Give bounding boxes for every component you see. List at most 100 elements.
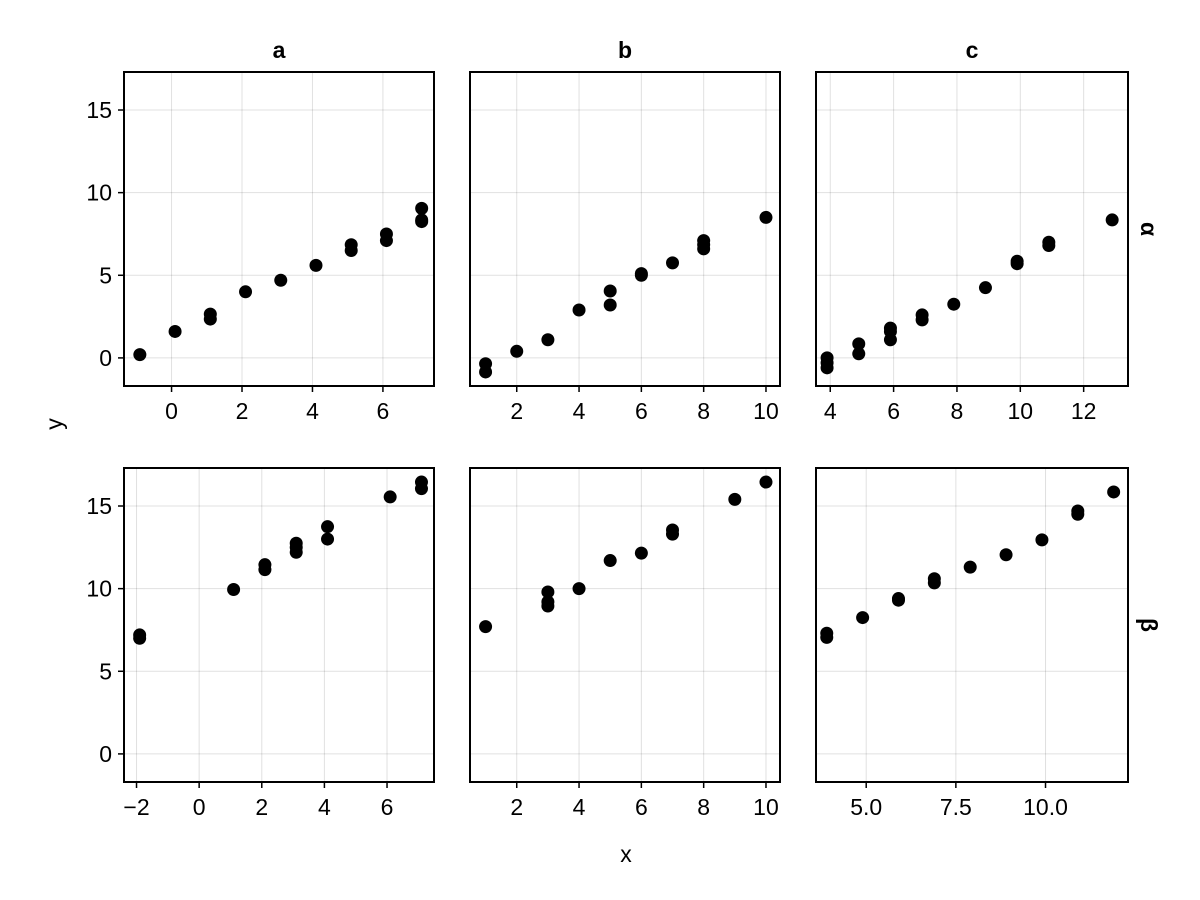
- y-tick-label: 0: [99, 741, 112, 767]
- panel-frame: [815, 71, 1129, 387]
- data-point: [258, 558, 272, 572]
- data-point: [133, 628, 147, 642]
- x-tick-label: 4: [573, 794, 586, 820]
- data-point: [479, 620, 493, 634]
- data-point: [321, 532, 335, 546]
- data-point: [1105, 213, 1119, 227]
- data-point: [759, 475, 773, 489]
- y-tick-label: 5: [99, 658, 112, 684]
- data-point: [603, 554, 617, 568]
- row-title-alpha: α: [1136, 222, 1162, 236]
- data-point: [883, 321, 897, 335]
- data-point: [274, 273, 288, 287]
- data-point: [239, 285, 253, 299]
- data-point: [415, 213, 429, 227]
- x-tick-label: 10.0: [1023, 794, 1068, 820]
- data-point: [289, 536, 303, 550]
- y-tick-label: 0: [99, 345, 112, 371]
- data-point: [978, 281, 992, 295]
- data-point: [133, 348, 147, 362]
- x-tick-label: 5.0: [850, 794, 882, 820]
- data-point: [852, 347, 866, 361]
- data-point: [634, 546, 648, 560]
- x-tick-label: 8: [951, 398, 964, 424]
- x-tick-label: 10: [1008, 398, 1034, 424]
- x-tick-label: 10: [753, 794, 779, 820]
- x-tick-label: 4: [318, 794, 331, 820]
- row-title-beta: β: [1136, 618, 1162, 632]
- x-tick-label: 6: [381, 794, 394, 820]
- data-point: [915, 308, 929, 322]
- data-point: [479, 357, 493, 371]
- x-tick-label: 7.5: [940, 794, 972, 820]
- data-point: [947, 297, 961, 311]
- data-point: [728, 492, 742, 506]
- data-point: [666, 523, 680, 537]
- y-axis-label: y: [41, 418, 67, 430]
- x-tick-label: 2: [236, 398, 249, 424]
- panel-c-alpha: 4 6 8 10 12: [815, 71, 1129, 424]
- column-title-a: a: [273, 37, 286, 63]
- data-point: [759, 210, 773, 224]
- x-tick-label: 2: [255, 794, 268, 820]
- panel-frame: [123, 71, 435, 387]
- data-point: [572, 303, 586, 317]
- data-point: [999, 548, 1013, 562]
- panel-c-beta: 5.0 7.5 10.0: [815, 467, 1129, 820]
- x-tick-label: 6: [635, 794, 648, 820]
- panel-a-beta: −2 0 2 4 6 0 5 10 15: [86, 467, 435, 820]
- data-point: [697, 234, 711, 248]
- x-tick-label: 4: [824, 398, 837, 424]
- x-tick-label: 2: [510, 398, 523, 424]
- data-point: [414, 475, 428, 489]
- data-point: [603, 298, 617, 312]
- data-point: [572, 582, 586, 596]
- y-tick-label: 5: [99, 262, 112, 288]
- data-point: [203, 307, 217, 321]
- panel-b-alpha: 2 4 6 8 10: [469, 71, 781, 424]
- data-point: [383, 490, 397, 504]
- data-point: [541, 585, 555, 599]
- panel-frame: [123, 467, 435, 783]
- data-point: [510, 344, 524, 358]
- y-tick-label: 15: [86, 493, 112, 519]
- data-point: [344, 238, 358, 252]
- x-tick-label: 2: [510, 794, 523, 820]
- x-axis-label: x: [620, 841, 632, 867]
- x-tick-label: 0: [165, 398, 178, 424]
- y-tick-label: 10: [86, 576, 112, 602]
- x-tick-label: 8: [697, 794, 710, 820]
- y-tick-label: 10: [86, 180, 112, 206]
- x-tick-label: 12: [1071, 398, 1097, 424]
- data-point: [666, 256, 680, 270]
- data-point: [1107, 485, 1121, 499]
- data-point: [820, 351, 834, 365]
- data-point: [1035, 533, 1049, 547]
- panel-a-alpha: 0 2 4 6 0 5 10 15: [86, 71, 435, 424]
- panel-frame: [469, 467, 781, 783]
- x-tick-label: 0: [193, 794, 206, 820]
- x-tick-label: 6: [887, 398, 900, 424]
- data-point: [634, 267, 648, 281]
- x-tick-label: −2: [123, 794, 149, 820]
- data-point: [227, 582, 241, 596]
- data-point: [541, 333, 555, 347]
- data-point: [963, 560, 977, 574]
- column-title-c: c: [966, 37, 979, 63]
- data-point: [541, 595, 555, 609]
- x-tick-label: 10: [753, 398, 779, 424]
- data-point: [379, 227, 393, 241]
- data-point: [603, 284, 617, 298]
- data-point: [891, 592, 905, 606]
- column-title-b: b: [618, 37, 632, 63]
- data-point: [927, 572, 941, 586]
- data-point: [1042, 235, 1056, 249]
- x-tick-label: 6: [635, 398, 648, 424]
- data-point: [415, 201, 429, 215]
- x-tick-label: 4: [306, 398, 319, 424]
- data-point: [852, 337, 866, 351]
- data-point: [309, 258, 323, 272]
- data-point: [856, 611, 870, 625]
- panel-b-beta: 2 4 6 8 10: [469, 467, 781, 820]
